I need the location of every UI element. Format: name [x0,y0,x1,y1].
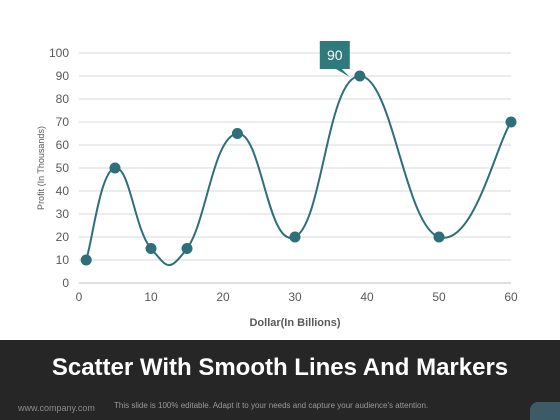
data-points [80,70,517,266]
tick-labels: 0 10 20 30 40 50 60 70 80 90 100 0 10 20 30 40 50 60 [49,46,518,304]
data-point-marker [289,231,301,243]
y-axis-label: Profit (In Thousands) [36,126,46,210]
data-point-marker [505,116,517,128]
footer-note: This slide is 100% editable. Adapt it to… [114,401,429,410]
x-tick-label: 30 [288,290,302,304]
data-point-marker [354,70,366,82]
title-band [0,340,560,420]
value-callout: 90 [319,41,350,77]
data-point-marker [80,254,92,266]
data-point-marker [433,231,445,243]
y-tick-label: 90 [56,69,70,83]
footer-website: www.company.com [18,403,95,413]
callout-label: 90 [327,47,343,63]
y-tick-label: 30 [56,207,70,221]
x-tick-label: 60 [504,290,518,304]
footer-tab [530,402,560,420]
y-tick-label: 20 [56,230,70,244]
grid-lines [79,52,511,261]
y-tick-label: 100 [49,46,69,60]
x-axis-label: Dollar(In Billions) [249,317,340,329]
x-tick-label: 40 [360,290,374,304]
y-tick-label: 50 [56,161,70,175]
data-point-marker [231,128,243,139]
x-tick-label: 20 [216,290,230,304]
y-tick-label: 70 [56,115,70,129]
slide-title: Scatter With Smooth Lines And Markers [51,354,509,381]
scatter-chart: 0 10 20 30 40 50 60 70 80 90 100 0 10 20 30 40 50 60 90 D… [36,41,518,329]
y-tick-label: 60 [56,138,70,152]
x-tick-label: 10 [144,290,158,304]
data-point-marker [109,162,121,174]
x-tick-label: 0 [76,290,83,304]
y-tick-label: 80 [56,92,70,106]
smooth-series-line [85,74,512,267]
x-tick-label: 50 [432,290,446,304]
y-tick-label: 0 [62,276,69,290]
data-point-marker [145,243,157,254]
callout-box [319,41,350,77]
y-tick-label: 40 [56,184,70,198]
data-point-marker [181,243,193,254]
y-tick-label: 10 [56,253,70,267]
